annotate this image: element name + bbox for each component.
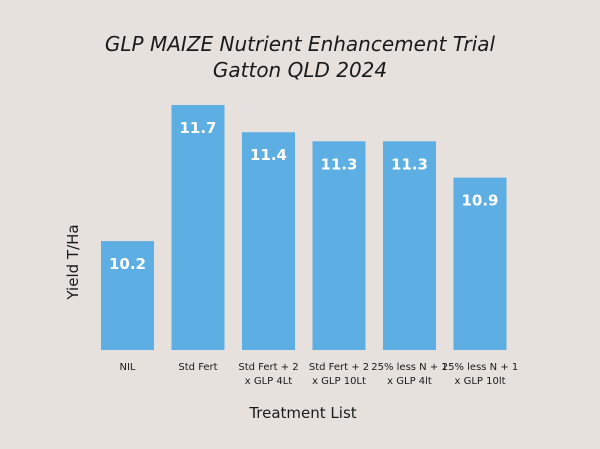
- bar-value-label-6: 10.9: [461, 192, 498, 210]
- bar-5: [383, 141, 436, 350]
- x-axis-label: Treatment List: [248, 404, 356, 422]
- bar-3: [242, 132, 295, 350]
- bar-4: [312, 141, 366, 350]
- bar-value-label-1: 10.2: [109, 255, 146, 273]
- x-tick-label-1: NIL: [119, 362, 135, 373]
- bar-group: 10.2 11.7 11.4 11.3 11.3 10.9: [101, 105, 507, 350]
- bar-2: [171, 105, 225, 350]
- x-tick-label-2: Std Fert: [178, 362, 217, 373]
- bar-value-label-4: 11.3: [320, 155, 357, 173]
- bar-6: [453, 177, 507, 350]
- bar-1: [101, 241, 154, 350]
- bar-value-label-5: 11.3: [391, 155, 428, 173]
- chart-title-line-2: Gatton QLD 2024: [213, 58, 387, 82]
- y-axis-label: Yield T/Ha: [64, 224, 82, 300]
- bar-value-label-3: 11.4: [250, 146, 287, 164]
- chart-title-line-1: GLP MAIZE Nutrient Enhancement Trial: [105, 32, 496, 56]
- bar-value-label-2: 11.7: [179, 119, 216, 137]
